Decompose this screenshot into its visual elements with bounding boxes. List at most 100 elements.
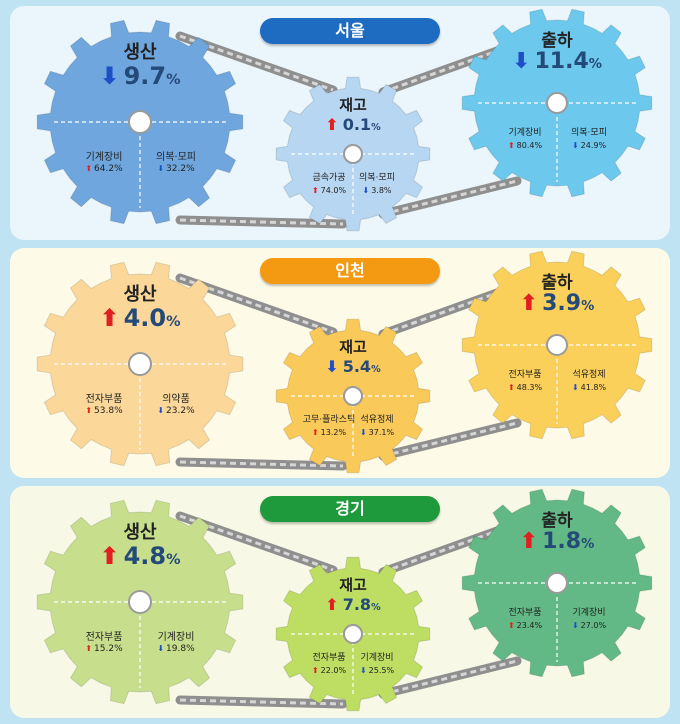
item-change-value: 80.4%	[516, 141, 543, 150]
gear-hub	[343, 624, 363, 644]
arrow-down-icon: ⬇	[157, 164, 165, 173]
change-number: 11.4	[534, 49, 589, 74]
item-name: 기계장비	[572, 608, 606, 618]
gear-title-production: 생산	[123, 42, 157, 63]
item-change-value: 13.2%	[320, 428, 347, 437]
arrow-up-icon: ⬆	[311, 186, 319, 195]
change-unit: %	[166, 552, 181, 568]
chain-links	[179, 218, 344, 226]
item-change-value: 23.4%	[516, 621, 543, 630]
change-unit: %	[588, 57, 602, 72]
item-change: ⬇ 27.0%	[549, 621, 629, 630]
gear-graphics	[36, 250, 653, 474]
change-value-production: ⬆ 4.8%	[70, 542, 210, 570]
item-change: ⬇ 41.8%	[549, 383, 629, 392]
item-name: 금속가공	[312, 173, 346, 183]
item-change-value: 48.3%	[516, 383, 543, 392]
item-change-value: 37.1%	[368, 428, 395, 437]
item-name: 전자부품	[312, 653, 346, 663]
change-unit: %	[581, 299, 595, 314]
arrow-down-icon: ⬇	[512, 49, 531, 74]
change-unit: %	[166, 314, 181, 330]
item-change: ⬇ 19.8%	[136, 644, 216, 654]
arrow-up-icon: ⬆	[507, 383, 515, 392]
gear-title-inventory: 재고	[339, 576, 367, 594]
region-badge: 인천	[260, 258, 440, 284]
arrow-up-icon: ⬆	[507, 141, 515, 150]
arrow-down-icon: ⬇	[325, 357, 339, 376]
arrow-up-icon: ⬆	[519, 291, 539, 316]
change-unit: %	[371, 364, 381, 375]
item-change-value: 64.2%	[94, 164, 123, 174]
item-name: 석유정제	[360, 415, 394, 425]
change-value-inventory: ⬇ 5.4%	[283, 357, 423, 376]
arrow-down-icon: ⬇	[571, 141, 579, 150]
gear-title-shipment: 출하	[541, 31, 573, 51]
item-change: ⬆ 64.2%	[64, 164, 144, 174]
gear-hub	[128, 352, 152, 376]
chain-links	[179, 514, 334, 572]
change-unit: %	[371, 602, 381, 613]
item-change-value: 27.0%	[580, 621, 607, 630]
gear-title-inventory: 재고	[339, 338, 367, 356]
change-unit: %	[371, 122, 381, 133]
change-unit: %	[581, 537, 595, 552]
arrow-up-icon: ⬆	[519, 529, 539, 554]
change-number: 5.4	[342, 357, 372, 376]
chain-links	[382, 179, 518, 216]
chain-links	[179, 276, 334, 334]
change-number: 4.0	[123, 304, 167, 332]
gear-title-shipment: 출하	[541, 511, 573, 531]
chain-links	[179, 698, 344, 706]
gear-hub	[546, 92, 568, 114]
item-change: ⬆ 23.4%	[485, 621, 565, 630]
item-change-value: 15.2%	[94, 644, 123, 654]
change-number: 1.8	[542, 529, 582, 554]
item-name: 전자부품	[85, 632, 123, 643]
chain-links	[179, 460, 344, 468]
gear-hub	[546, 334, 568, 356]
item-change: ⬇ 25.5%	[337, 666, 417, 675]
chain-links	[382, 659, 518, 696]
arrow-up-icon: ⬆	[311, 666, 319, 675]
arrow-down-icon: ⬇	[571, 621, 579, 630]
arrow-up-icon: ⬆	[99, 542, 120, 570]
arrow-up-icon: ⬆	[85, 644, 93, 653]
arrow-up-icon: ⬆	[85, 406, 93, 415]
gear-title-inventory: 재고	[339, 96, 367, 114]
item-change: ⬆ 48.3%	[485, 383, 565, 392]
change-unit: %	[166, 72, 181, 88]
gear-hub	[128, 590, 152, 614]
gear-hub	[343, 386, 363, 406]
item-change: ⬇ 32.2%	[136, 164, 216, 174]
region-badge: 서울	[260, 18, 440, 44]
arrow-down-icon: ⬇	[359, 666, 367, 675]
arrow-up-icon: ⬆	[325, 595, 339, 614]
item-name: 고무·플라스틱	[302, 415, 356, 425]
item-name: 전자부품	[508, 370, 542, 380]
change-number: 9.7	[123, 62, 167, 90]
arrow-down-icon: ⬇	[157, 644, 165, 653]
chain-links	[382, 421, 518, 458]
item-change-value: 74.0%	[320, 186, 347, 195]
arrow-down-icon: ⬇	[362, 186, 370, 195]
change-value-shipment: ⬆ 3.9%	[487, 291, 627, 316]
item-change: ⬇ 24.9%	[549, 141, 629, 150]
change-value-shipment: ⬆ 1.8%	[487, 529, 627, 554]
change-number: 3.9	[542, 291, 582, 316]
item-name: 전자부품	[85, 394, 123, 405]
arrow-down-icon: ⬇	[571, 383, 579, 392]
arrow-up-icon: ⬆	[85, 164, 93, 173]
item-name: 석유정제	[572, 370, 606, 380]
change-value-production: ⬇ 9.7%	[70, 62, 210, 90]
gear-hub	[546, 572, 568, 594]
item-name: 의복·모피	[156, 152, 196, 163]
arrow-up-icon: ⬆	[311, 428, 319, 437]
change-number: 7.8	[342, 595, 372, 614]
item-name: 기계장비	[360, 653, 394, 663]
item-change-value: 3.8%	[371, 186, 392, 195]
region-panel: 경기 생산 ⬆ 4.8% 전자부품 ⬆ 15.2% 기계장비 ⬇ 19.8% 재고 ⬆ 7.8% 전자부품…	[10, 486, 670, 718]
item-change: ⬆ 22.0%	[289, 666, 369, 675]
region-badge: 경기	[260, 496, 440, 522]
item-change-value: 22.0%	[320, 666, 347, 675]
